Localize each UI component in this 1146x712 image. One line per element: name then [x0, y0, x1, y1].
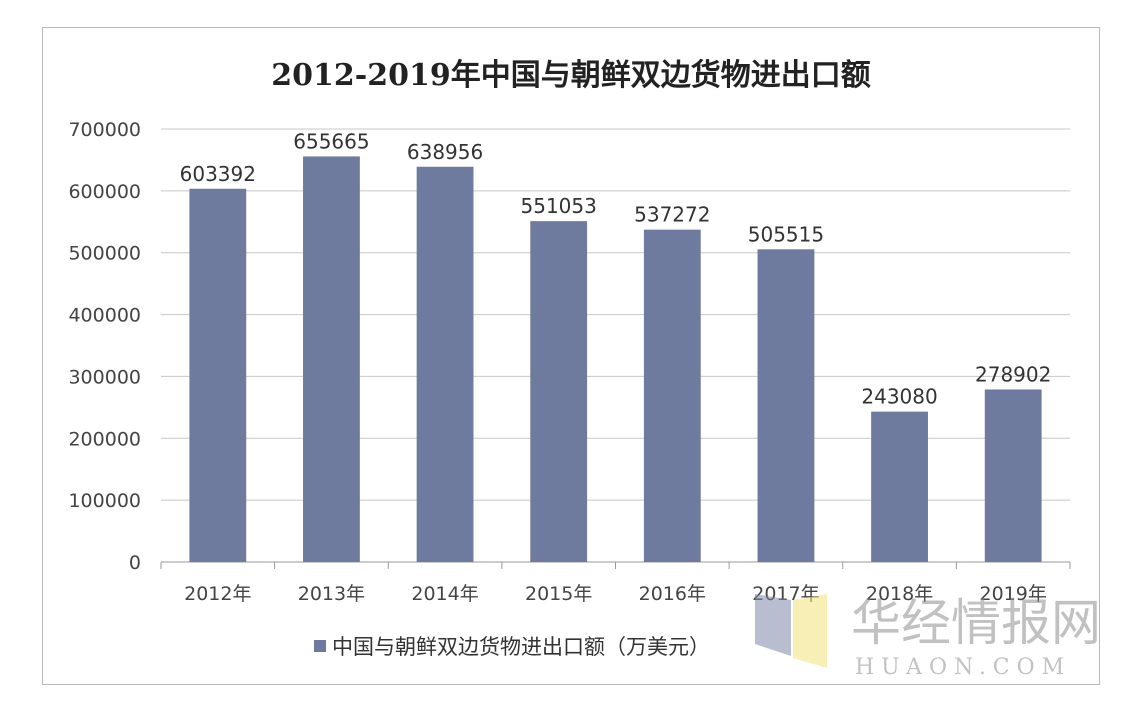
gridlines — [161, 128, 1070, 563]
watermark: 华经情报网 HUAON.COM — [755, 594, 1099, 680]
y-tick-label: 500000 — [68, 243, 141, 265]
data-label: 537272 — [634, 203, 710, 227]
data-label: 551053 — [521, 194, 597, 218]
x-tick-label: 2013年 — [298, 583, 365, 605]
bar — [530, 221, 588, 563]
watermark-logo — [755, 594, 827, 668]
bar — [643, 229, 701, 563]
bar — [303, 156, 360, 562]
bar — [757, 249, 815, 563]
x-tick-label: 2016年 — [639, 583, 706, 605]
y-axis: 0 100000 200000 300000 400000 500000 600000 700… — [68, 119, 141, 574]
y-tick-label: 300000 — [68, 366, 141, 388]
bar — [189, 188, 247, 562]
bar — [984, 389, 1042, 562]
y-tick-label: 700000 — [68, 119, 141, 141]
legend-label: 中国与朝鲜双边货物进出口额（万美元） — [332, 635, 710, 659]
data-label: 243080 — [861, 385, 937, 409]
x-tick-label: 2018年 — [866, 583, 933, 605]
legend-swatch — [314, 640, 326, 652]
data-label: 655665 — [293, 129, 369, 153]
x-tick-label: 2019年 — [980, 583, 1047, 605]
y-tick-label: 0 — [129, 552, 141, 574]
y-tick-label: 200000 — [68, 428, 141, 450]
chart-frame: 2012-2019年中国与朝鲜双边货物进出口额 0 100000 200000 300… — [42, 27, 1100, 685]
bars — [189, 156, 1042, 563]
data-labels: 603392 655665 638956 551053 537272 505515 2430… — [180, 129, 1052, 408]
y-tick-label: 100000 — [68, 490, 141, 512]
data-label: 278902 — [975, 362, 1051, 386]
data-label: 505515 — [748, 222, 824, 246]
y-tick-label: 400000 — [68, 305, 141, 327]
bar — [871, 411, 928, 562]
data-label: 638956 — [407, 140, 483, 164]
y-tick-label: 600000 — [68, 181, 141, 203]
chart-title: 2012-2019年中国与朝鲜双边货物进出口额 — [271, 58, 870, 93]
data-label: 603392 — [180, 162, 256, 186]
x-tick-label: 2015年 — [525, 583, 592, 605]
x-tick-label: 2014年 — [411, 583, 478, 605]
bar-chart: 2012-2019年中国与朝鲜双边货物进出口额 0 100000 200000 300… — [68, 58, 1099, 680]
watermark-cn: 华经情报网 — [851, 594, 1099, 652]
bar — [416, 166, 474, 562]
legend: 中国与朝鲜双边货物进出口额（万美元） — [314, 635, 710, 659]
watermark-en: HUAON.COM — [855, 655, 1071, 680]
x-tick-label: 2012年 — [184, 583, 251, 605]
